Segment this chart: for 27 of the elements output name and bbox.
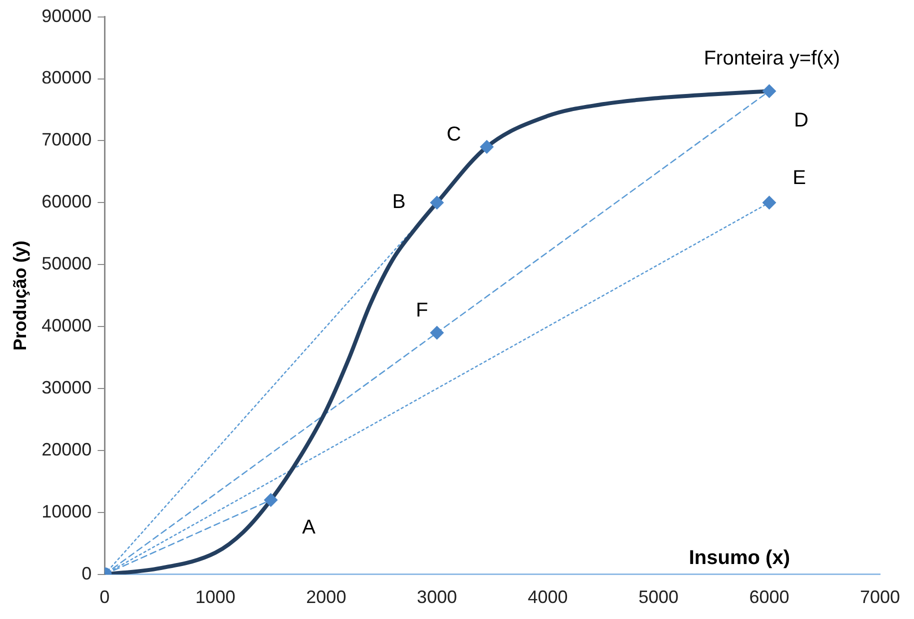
y-tick-label: 50000 xyxy=(42,254,92,274)
x-tick-label: 5000 xyxy=(638,587,678,608)
y-tick-label: 80000 xyxy=(42,68,92,88)
y-tick-label: 10000 xyxy=(42,501,92,522)
annotation: C xyxy=(446,123,462,146)
x-axis-title: Insumo (x) xyxy=(688,546,790,569)
annotation: A xyxy=(302,516,316,539)
x-tick-label: 0 xyxy=(100,587,110,608)
x-tick-label: 3000 xyxy=(416,587,457,608)
annotation: E xyxy=(792,167,806,190)
x-tick-label: 6000 xyxy=(749,587,790,608)
y-tick-label: 90000 xyxy=(42,6,92,26)
y-axis-title: Produção (y) xyxy=(10,240,30,351)
y-tick-label: 30000 xyxy=(42,378,92,398)
y-tick-label: 0 xyxy=(82,563,92,584)
x-tick-label: 2000 xyxy=(306,587,346,608)
y-tick-label: 60000 xyxy=(42,192,92,212)
annotation: D xyxy=(794,110,808,132)
x-tick-label: 1000 xyxy=(195,587,236,608)
y-tick-label: 40000 xyxy=(42,316,92,336)
annotation: B xyxy=(392,191,406,214)
y-tick-label: 70000 xyxy=(42,130,92,150)
x-tick-label: 4000 xyxy=(528,587,568,608)
annotation: Fronteira y=f(x) xyxy=(704,47,840,70)
annotation: F xyxy=(416,299,428,322)
y-tick-label: 20000 xyxy=(42,439,92,460)
x-tick-label: 7000 xyxy=(860,587,900,608)
